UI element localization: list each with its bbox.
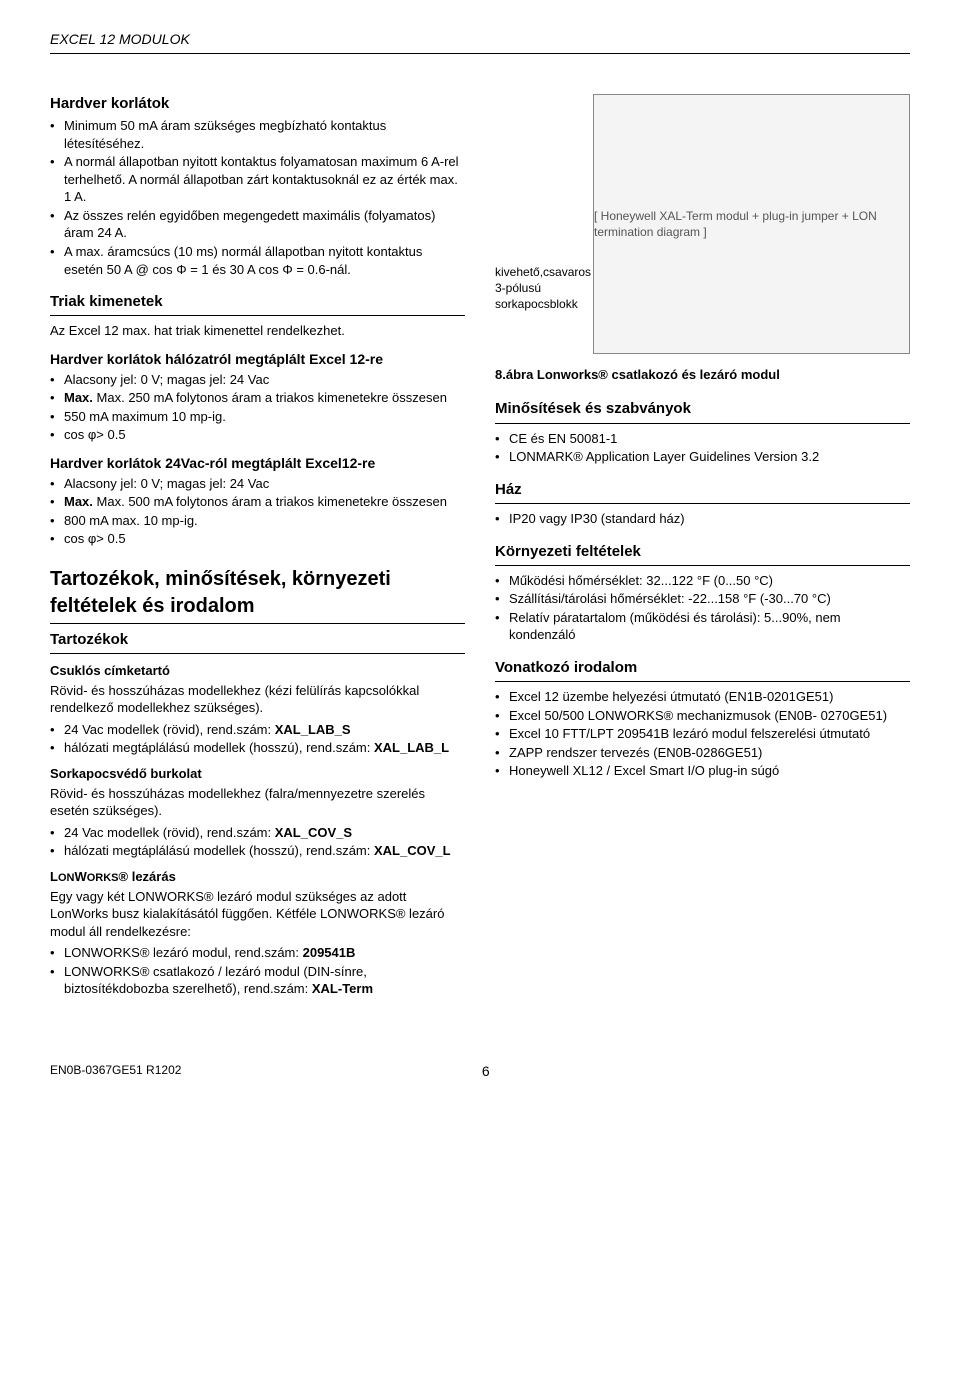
- haz-heading: Ház: [495, 480, 910, 500]
- list-item: Az összes relén egyidőben megengedett ma…: [50, 207, 465, 242]
- kornyezeti-heading: Környezeti feltételek: [495, 542, 910, 562]
- triak-vac-heading: Hardver korlátok 24Vac-ról megtáplált Ex…: [50, 454, 465, 473]
- page-footer: EN0B-0367GE51 R1202 6: [50, 1062, 910, 1081]
- list-item: Alacsony jel: 0 V; magas jel: 24 Vac: [50, 371, 465, 389]
- list-item: LONWORKS® lezáró modul, rend.szám: 20954…: [50, 944, 465, 962]
- list-item: IP20 vagy IP30 (standard ház): [495, 510, 910, 528]
- section-rule: [50, 623, 465, 624]
- irodalom-heading: Vonatkozó irodalom: [495, 658, 910, 678]
- triak-heading: Triak kimenetek: [50, 292, 465, 312]
- right-column: kivehető,csavaros 3-pólusú sorkapocsblok…: [495, 94, 910, 1002]
- list-item: Szállítási/tárolási hőmérséklet: -22...1…: [495, 590, 910, 608]
- list-item: 24 Vac modellek (rövid), rend.szám: XAL_…: [50, 721, 465, 739]
- header-rule: [50, 53, 910, 54]
- list-item: A normál állapotban nyitott kontaktus fo…: [50, 153, 465, 206]
- list-item: cos φ> 0.5: [50, 530, 465, 548]
- hardver-korlatok-list: Minimum 50 mA áram szükséges megbízható …: [50, 117, 465, 278]
- haz-list: IP20 vagy IP30 (standard ház): [495, 510, 910, 528]
- minositesek-heading: Minősítések és szabványok: [495, 399, 910, 419]
- list-item-text: Max. Max. 250 mA folytonos áram a triako…: [64, 390, 447, 405]
- list-item: Működési hőmérséklet: 32...122 °F (0...5…: [495, 572, 910, 590]
- lonworks-list: LONWORKS® lezáró modul, rend.szám: 20954…: [50, 944, 465, 998]
- triak-net-heading: Hardver korlátok hálózatról megtáplált E…: [50, 350, 465, 369]
- list-item: A max. áramcsúcs (10 ms) normál állapotb…: [50, 243, 465, 278]
- list-item: 800 mA max. 10 mp-ig.: [50, 512, 465, 530]
- footer-page-number: 6: [482, 1062, 490, 1081]
- figure-caption: 8.ábra Lonworks® csatlakozó és lezáró mo…: [495, 366, 910, 384]
- list-item: Max. Max. 500 mA folytonos áram a triako…: [50, 493, 465, 511]
- sorkapocs-intro: Rövid- és hosszúházas modellekhez (falra…: [50, 785, 465, 820]
- irodalom-list: Excel 12 üzembe helyezési útmutató (EN1B…: [495, 688, 910, 780]
- list-item: Excel 50/500 LONWORKS® mechanizmusok (EN…: [495, 707, 910, 725]
- tartozekok-heading: Tartozékok: [50, 630, 465, 650]
- triak-vac-list: Alacsony jel: 0 V; magas jel: 24 Vac Max…: [50, 475, 465, 548]
- section-rule: [495, 681, 910, 682]
- figure-side-label: kivehető,csavaros 3-pólusú sorkapocsblok…: [495, 94, 585, 313]
- list-item: Max. Max. 250 mA folytonos áram a triako…: [50, 389, 465, 407]
- footer-doc-id: EN0B-0367GE51 R1202: [50, 1062, 181, 1081]
- two-column-layout: Hardver korlátok Minimum 50 mA áram szük…: [50, 94, 910, 1002]
- figure-placeholder-text: [ Honeywell XAL-Term modul + plug-in jum…: [594, 208, 909, 240]
- list-item: LONMARK® Application Layer Guidelines Ve…: [495, 448, 910, 466]
- section-rule: [495, 423, 910, 424]
- tartozekok-big-heading: Tartozékok, minősítések, környezeti felt…: [50, 566, 465, 620]
- list-item: Alacsony jel: 0 V; magas jel: 24 Vac: [50, 475, 465, 493]
- left-column: Hardver korlátok Minimum 50 mA áram szük…: [50, 94, 465, 1002]
- list-item: Excel 10 FTT/LPT 209541B lezáró modul fe…: [495, 725, 910, 743]
- section-rule: [495, 503, 910, 504]
- list-item-text: Max. Max. 500 mA folytonos áram a triako…: [64, 494, 447, 509]
- kornyezeti-list: Működési hőmérséklet: 32...122 °F (0...5…: [495, 572, 910, 644]
- triak-net-list: Alacsony jel: 0 V; magas jel: 24 Vac Max…: [50, 371, 465, 444]
- csuklos-intro: Rövid- és hosszúházas modellekhez (kézi …: [50, 682, 465, 717]
- sorkapocs-list: 24 Vac modellek (rövid), rend.szám: XAL_…: [50, 824, 465, 860]
- list-item: hálózati megtáplálású modellek (hosszú),…: [50, 739, 465, 757]
- csuklos-heading: Csuklós címketartó: [50, 662, 465, 680]
- document-header: EXCEL 12 MODULOK: [50, 30, 910, 49]
- hardver-korlatok-heading: Hardver korlátok: [50, 94, 465, 114]
- list-item: Excel 12 üzembe helyezési útmutató (EN1B…: [495, 688, 910, 706]
- list-item: LONWORKS® csatlakozó / lezáró modul (DIN…: [50, 963, 465, 998]
- list-item: 24 Vac modellek (rövid), rend.szám: XAL_…: [50, 824, 465, 842]
- lonworks-intro: Egy vagy két LONWORKS® lezáró modul szük…: [50, 888, 465, 941]
- sorkapocs-heading: Sorkapocsvédő burkolat: [50, 765, 465, 783]
- list-item: Minimum 50 mA áram szükséges megbízható …: [50, 117, 465, 152]
- list-item: Honeywell XL12 / Excel Smart I/O plug-in…: [495, 762, 910, 780]
- csuklos-list: 24 Vac modellek (rövid), rend.szám: XAL_…: [50, 721, 465, 757]
- list-item: ZAPP rendszer tervezés (EN0B-0286GE51): [495, 744, 910, 762]
- list-item: 550 mA maximum 10 mp-ig.: [50, 408, 465, 426]
- list-item: cos φ> 0.5: [50, 426, 465, 444]
- section-rule: [495, 565, 910, 566]
- list-item: Relatív páratartalom (működési és tárolá…: [495, 609, 910, 644]
- figure-lonworks-module: [ Honeywell XAL-Term modul + plug-in jum…: [593, 94, 910, 354]
- triak-intro: Az Excel 12 max. hat triak kimenettel re…: [50, 322, 465, 340]
- lonworks-heading: LONWORKS® lezárás: [50, 868, 465, 886]
- list-item: hálózati megtáplálású modellek (hosszú),…: [50, 842, 465, 860]
- section-rule: [50, 653, 465, 654]
- minositesek-list: CE és EN 50081-1 LONMARK® Application La…: [495, 430, 910, 466]
- section-rule: [50, 315, 465, 316]
- list-item: CE és EN 50081-1: [495, 430, 910, 448]
